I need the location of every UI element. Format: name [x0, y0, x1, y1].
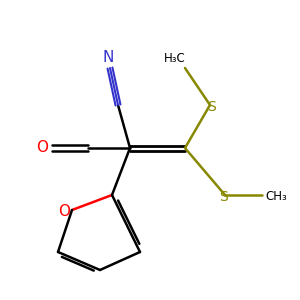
Text: O: O — [36, 140, 48, 155]
Text: S: S — [208, 100, 216, 114]
Text: N: N — [102, 50, 114, 65]
Text: H₃C: H₃C — [164, 52, 186, 64]
Text: S: S — [219, 190, 227, 204]
Text: O: O — [58, 205, 70, 220]
Text: CH₃: CH₃ — [265, 190, 287, 203]
